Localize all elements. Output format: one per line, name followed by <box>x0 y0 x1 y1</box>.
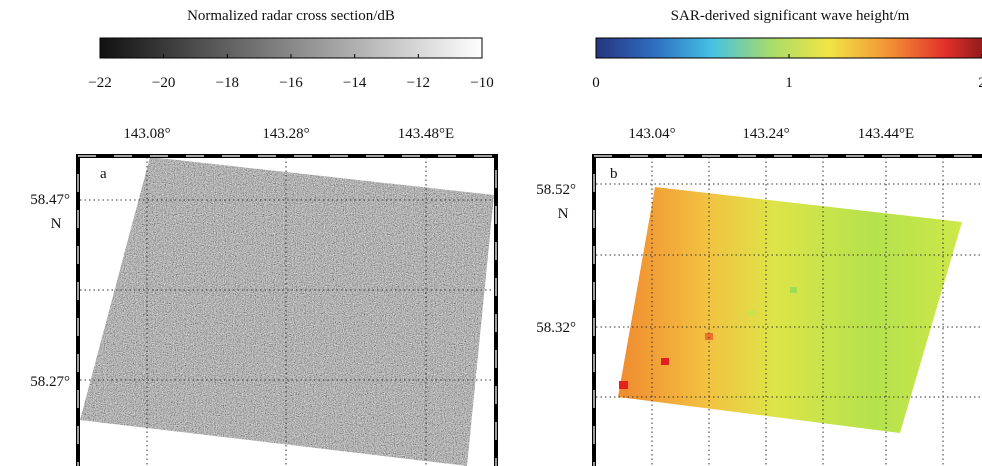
colorbar <box>595 37 982 59</box>
frame-ticks <box>77 155 497 466</box>
colorbar-tick-label: 0 <box>592 75 600 91</box>
lon-label: 143.48°E <box>398 126 454 142</box>
colorbar-tick-label: −12 <box>407 75 430 91</box>
colorbar-tick-label: 2 <box>978 75 982 91</box>
pixel <box>748 310 755 316</box>
panel-b: b 143.04° 143.24° 143.44°E 58.52° N 58.3… <box>536 126 982 466</box>
lat-label: 58.27° <box>30 374 70 390</box>
sar-image <box>80 157 494 466</box>
pixel <box>619 381 628 389</box>
panel-letter: a <box>100 166 107 182</box>
lon-label: 143.24° <box>742 126 789 142</box>
panel-letter: b <box>610 166 618 182</box>
colorbar-tick-label: 1 <box>785 75 793 91</box>
lat-label: 58.47° <box>30 192 70 208</box>
colorbar-tick-label: −20 <box>152 75 175 91</box>
colorbar-tick-label: −10 <box>470 75 493 91</box>
grid <box>596 157 982 466</box>
lat-label: 58.52° <box>536 182 576 198</box>
colorbar-tick-label: −22 <box>88 75 111 91</box>
colorbar-title: SAR-derived significant wave height/m <box>671 8 910 24</box>
grid <box>80 157 494 466</box>
pixel <box>705 333 713 340</box>
lat-hemisphere: N <box>558 206 569 222</box>
wave-height-field <box>618 187 962 433</box>
lon-label: 143.44°E <box>858 126 914 142</box>
lon-label: 143.04° <box>628 126 675 142</box>
lat-hemisphere: N <box>51 216 62 232</box>
pixel <box>661 358 669 365</box>
lon-label: 143.28° <box>262 126 309 142</box>
lat-label: 58.32° <box>536 320 576 336</box>
colorbar-tick-label: −14 <box>343 75 367 91</box>
frame <box>592 154 982 466</box>
lon-label: 143.08° <box>123 126 170 142</box>
colorbar-tick-label: −16 <box>279 75 303 91</box>
pixel <box>790 287 797 293</box>
colorbar-tick-label: −18 <box>216 75 239 91</box>
panel-a: a 143.08° 143.28° 143.48°E 58.47° N 58.2… <box>30 126 498 466</box>
colorbar-title: Normalized radar cross section/dB <box>187 8 395 24</box>
